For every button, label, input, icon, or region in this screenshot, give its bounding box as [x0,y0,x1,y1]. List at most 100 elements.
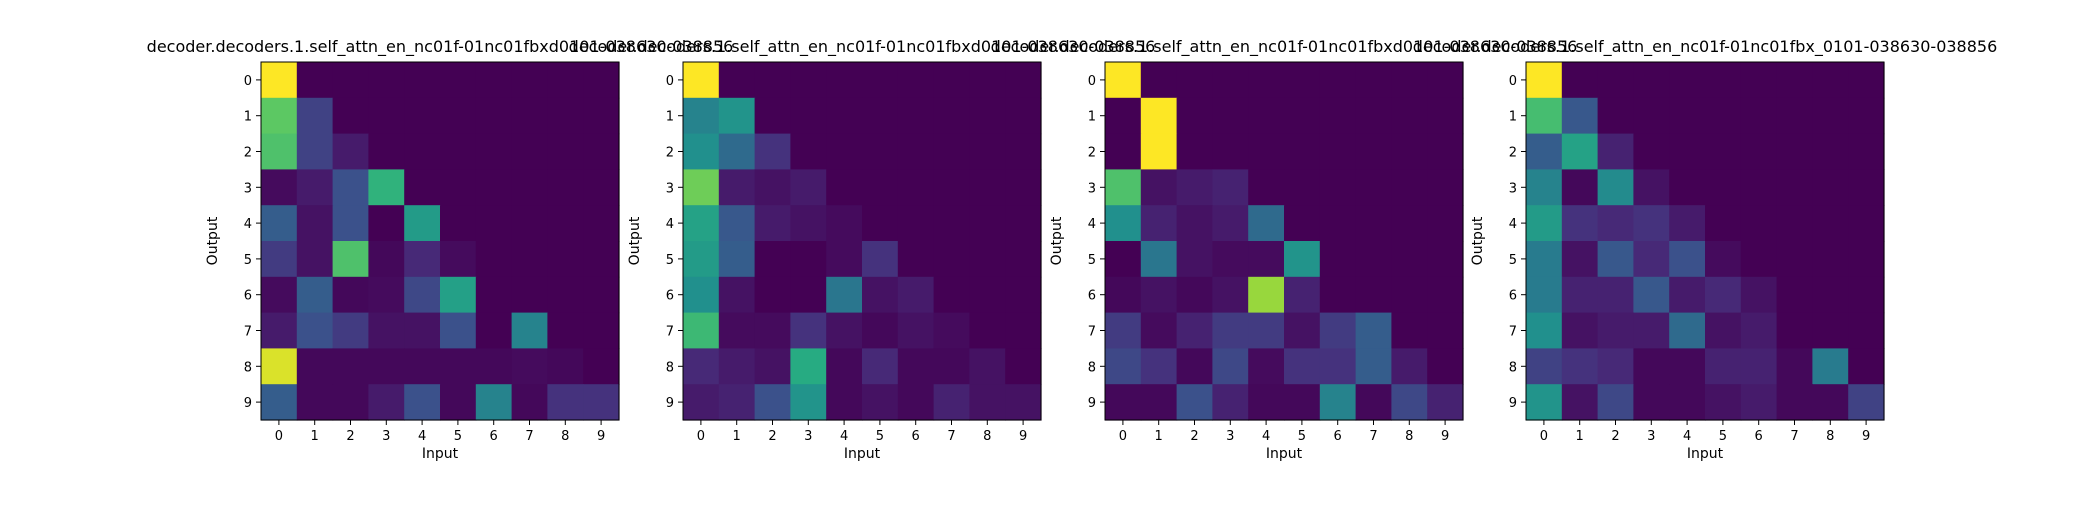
x-tick-label: 7 [947,429,955,444]
heatmap-cell [1391,312,1428,349]
heatmap-cell [1812,241,1849,278]
heatmap-cell [1212,241,1249,278]
heatmap-cell [332,276,369,314]
x-tick-label: 4 [1683,429,1691,444]
heatmap-cell [1427,241,1464,278]
heatmap-cell [1284,241,1321,278]
y-tick-label: 7 [1088,325,1096,340]
heatmap-cell [1740,384,1778,421]
heatmap-cell [475,312,513,349]
heatmap-cell [475,97,513,135]
heatmap-cell [1812,62,1849,99]
y-tick-label: 5 [666,253,674,268]
x-tick-label: 4 [1262,429,1270,444]
heatmap-cell [1284,384,1321,421]
heatmap-cell [1284,97,1321,135]
heatmap-cell [440,312,477,349]
heatmap-cell [1633,312,1670,349]
heatmap-cell [261,169,298,206]
y-tick-label: 1 [1509,110,1517,125]
y-tick-label: 0 [1509,74,1517,89]
heatmap-cell [897,241,935,278]
heatmap-cell [683,205,720,242]
heatmap-cell [1176,205,1213,242]
x-tick-label: 5 [876,429,884,444]
heatmap-cell [1740,348,1778,385]
heatmap-cell [1561,205,1599,242]
x-tick-label: 1 [311,429,319,444]
heatmap-cell [897,312,935,349]
heatmap-cell [1597,97,1634,135]
axes-frame [1525,61,1885,421]
heatmap-cell [1284,133,1321,170]
heatmap-cell [261,312,298,349]
heatmap-cell [1319,241,1357,278]
heatmap-cell [1319,205,1357,242]
heatmap-cell [718,97,756,135]
heatmap-cell [1561,133,1599,170]
x-tick-label: 3 [804,429,812,444]
heatmap-cell [1633,169,1670,206]
x-tick-label: 3 [1226,429,1234,444]
heatmap-cell [475,133,513,170]
heatmap-cell [1140,348,1178,385]
x-tick-label: 0 [1540,429,1548,444]
heatmap-cell [1005,312,1042,349]
heatmap-cell [1669,97,1706,135]
heatmap-cell [261,62,298,99]
heatmap-cell [1212,384,1249,421]
heatmap-cell [1391,62,1428,99]
heatmap-cell [261,384,298,421]
heatmap-cell [1705,384,1742,421]
heatmap-cell [826,97,863,135]
heatmap-cell [862,169,899,206]
heatmap-cell [1526,312,1563,349]
heatmap-cell [404,241,441,278]
heatmap-cell [683,241,720,278]
heatmap-cell [261,348,298,385]
heatmap-cell [683,348,720,385]
y-tick-label: 1 [244,110,252,125]
heatmap-cell [1005,205,1042,242]
y-axis-label: Output [627,216,643,265]
y-tick-label: 9 [1088,396,1096,411]
heatmap-cell [683,97,720,135]
heatmap-cell [826,169,863,206]
heatmap-cell [862,241,899,278]
heatmap-cell [862,97,899,135]
heatmap-cell [933,384,970,421]
heatmap-cell [547,312,584,349]
heatmap-cell [583,276,620,314]
heatmap-cell [1776,384,1813,421]
heatmap-cell [718,169,756,206]
heatmap-cell [1705,276,1742,314]
heatmap-cell [583,62,620,99]
heatmap-cell [511,169,548,206]
chart-title: decoder.decoders.1.self_attn_en_nc01f-01… [1413,37,1998,57]
heatmap-cell [1427,312,1464,349]
y-tick-label: 8 [244,360,252,375]
heatmap-cell [1812,205,1849,242]
heatmap-cell [1140,384,1178,421]
heatmap-cell [933,205,970,242]
heatmap-cell [475,384,513,421]
heatmap-cell [1597,348,1634,385]
heatmap-cell [1248,133,1285,170]
heatmap-cell [1005,62,1042,99]
heatmap-cell [1848,241,1885,278]
y-tick-label: 5 [1509,253,1517,268]
x-tick-label: 5 [1719,429,1727,444]
heatmap-cell [547,241,584,278]
y-tick-label: 2 [1088,146,1096,161]
heatmap-cell [1140,205,1178,242]
heatmap-cell [1633,133,1670,170]
x-tick-label: 6 [1334,429,1342,444]
y-tick-label: 6 [666,289,674,304]
heatmap-cell [1355,241,1392,278]
heatmap-cell [1812,169,1849,206]
heatmap-cell [332,169,369,206]
heatmap-cell [1212,205,1249,242]
heatmap-cell [1848,62,1885,99]
axes-frame [260,61,620,421]
x-tick-label: 8 [983,429,991,444]
